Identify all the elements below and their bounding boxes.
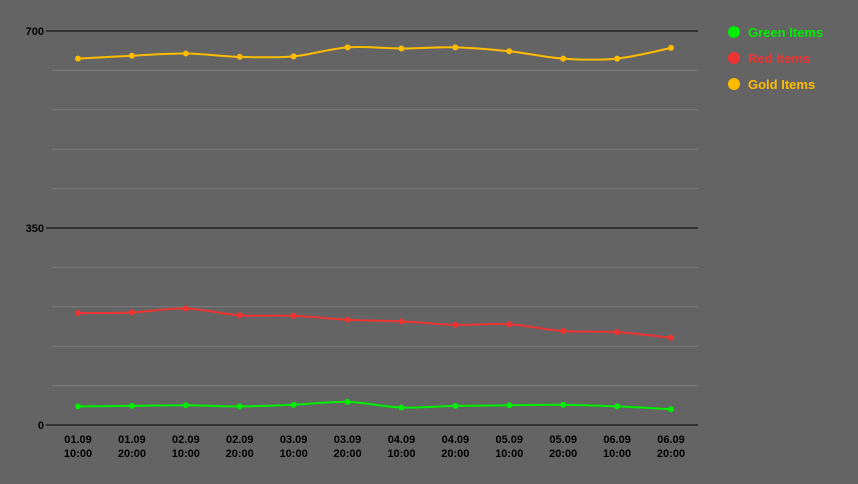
x-tick-label: 01.09 20:00 <box>118 434 146 460</box>
data-point-red-items <box>614 329 621 336</box>
data-point-green-items <box>614 403 621 410</box>
x-tick-label: 01.09 10:00 <box>64 434 92 460</box>
y-tick-label: 700 <box>26 26 44 38</box>
x-tick-label: 03.09 20:00 <box>333 434 361 460</box>
data-point-red-items <box>506 321 513 328</box>
data-point-green-items <box>668 406 674 413</box>
x-tick-label: 05.09 10:00 <box>495 434 523 460</box>
series-line-red-items <box>77 307 672 339</box>
data-point-gold-items <box>668 44 674 51</box>
x-tick-label: 05.09 20:00 <box>549 434 577 460</box>
legend-item-gold-items: Gold Items <box>728 77 815 92</box>
data-point-red-items <box>668 334 674 341</box>
data-point-gold-items <box>182 50 189 57</box>
data-point-green-items <box>398 404 405 411</box>
data-point-green-items <box>128 402 135 409</box>
legend-marker <box>728 52 740 64</box>
data-point-green-items <box>452 402 459 409</box>
x-tick-label: 02.09 20:00 <box>226 434 254 460</box>
x-tick-label: 04.09 10:00 <box>387 434 415 460</box>
data-point-red-items <box>398 318 405 325</box>
data-point-green-items <box>290 401 297 408</box>
series-group <box>75 44 674 413</box>
data-point-gold-items <box>75 55 81 62</box>
data-point-gold-items <box>128 52 135 59</box>
series-line-green-items <box>77 400 672 411</box>
data-point-red-items <box>560 328 567 335</box>
data-point-red-items <box>75 309 81 316</box>
axes: 0 350 700 01.09 10:00 01.09 20:00 02.09 10:00 02.… <box>26 26 685 460</box>
data-point-green-items <box>506 402 513 409</box>
data-point-gold-items <box>398 45 405 52</box>
data-point-gold-items <box>344 44 351 51</box>
series-line-gold-items <box>77 45 672 61</box>
data-point-red-items <box>128 309 135 316</box>
data-point-gold-items <box>290 53 297 60</box>
data-point-green-items <box>236 403 243 410</box>
data-point-green-items <box>344 398 351 405</box>
legend-label: Red Items <box>748 51 810 66</box>
y-tick-label: 350 <box>26 223 44 235</box>
legend-label: Gold Items <box>748 77 815 92</box>
data-point-green-items <box>182 402 189 409</box>
legend-item-red-items: Red Items <box>728 51 810 66</box>
data-point-gold-items <box>614 55 621 62</box>
data-point-gold-items <box>452 44 459 51</box>
data-point-red-items <box>344 316 351 323</box>
x-tick-label: 04.09 20:00 <box>441 434 469 460</box>
data-point-gold-items <box>560 55 567 62</box>
legend-marker <box>728 26 740 38</box>
x-tick-label: 06.09 10:00 <box>603 434 631 460</box>
data-point-gold-items <box>236 53 243 60</box>
data-point-green-items <box>560 401 567 408</box>
legend-marker <box>728 78 740 90</box>
data-point-green-items <box>75 403 81 410</box>
data-point-red-items <box>236 312 243 319</box>
y-tick-label: 0 <box>38 420 44 432</box>
x-tick-label: 03.09 10:00 <box>280 434 308 460</box>
grid <box>46 30 698 426</box>
x-tick-label: 02.09 10:00 <box>172 434 200 460</box>
legend-item-green-items: Green Items <box>728 25 823 40</box>
data-point-red-items <box>182 305 189 312</box>
data-point-red-items <box>452 321 459 328</box>
legend: Green Items Red Items Gold Items <box>728 25 823 92</box>
x-tick-label: 06.09 20:00 <box>657 434 685 460</box>
data-point-red-items <box>290 312 297 319</box>
data-point-gold-items <box>506 48 513 55</box>
legend-label: Green Items <box>748 25 823 40</box>
